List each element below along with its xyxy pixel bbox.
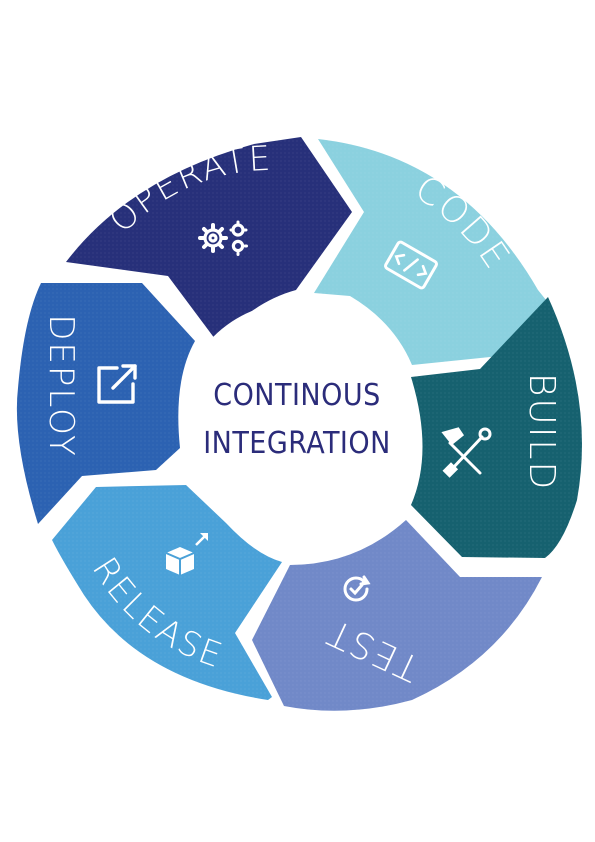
code-icon <box>384 240 438 290</box>
deploy-label: DEPLOY <box>41 314 81 458</box>
box-arrow-icon <box>165 533 208 575</box>
center-title-line2: INTEGRATION <box>203 426 391 461</box>
tools-icon <box>441 427 492 478</box>
external-link-icon <box>97 364 137 404</box>
center-circle <box>179 302 415 538</box>
build-label: BUILD <box>521 373 562 491</box>
stage-test: TEST <box>252 520 542 711</box>
center-hub: CONTINOUS INTEGRATION <box>179 302 415 538</box>
refresh-check-icon <box>343 575 371 602</box>
stage-code: CODE <box>314 139 546 365</box>
gears-icon <box>198 220 248 256</box>
stage-deploy: DEPLOY <box>16 283 195 524</box>
center-title-line1: CONTINOUS <box>213 378 381 413</box>
stage-build: BUILD <box>411 297 582 558</box>
